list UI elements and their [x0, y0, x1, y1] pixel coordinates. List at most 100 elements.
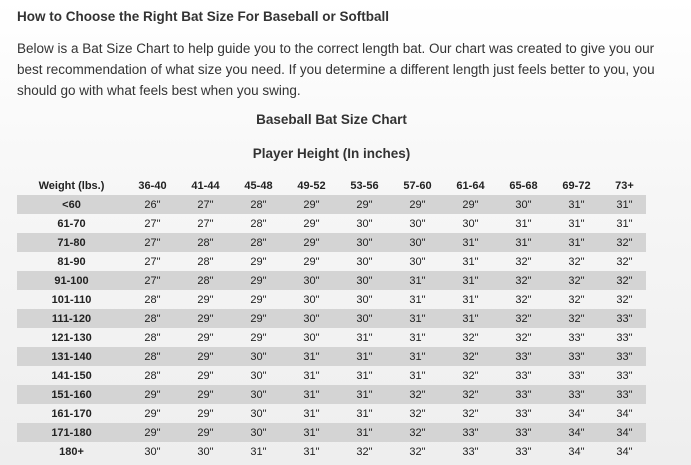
- weight-cell: 171-180: [17, 423, 126, 442]
- size-cell: 29": [197, 407, 214, 420]
- weight-cell: 161-170: [51, 407, 92, 420]
- size-cell: 30": [338, 233, 391, 252]
- size-cell: 31": [616, 217, 633, 230]
- size-cell: 32": [550, 271, 603, 290]
- size-cell: 33": [603, 347, 646, 366]
- size-cell: 29": [303, 255, 320, 268]
- size-cell: 29": [285, 233, 338, 252]
- size-cell: 32": [603, 271, 646, 290]
- size-cell: 28": [126, 347, 179, 366]
- size-cell: 32": [515, 255, 532, 268]
- size-cell: 31": [515, 217, 532, 230]
- size-cell: 29": [179, 347, 232, 366]
- size-cell: 33": [497, 423, 550, 442]
- size-cell: 31": [391, 271, 444, 290]
- size-cell: 30": [197, 445, 214, 458]
- size-cell: 29": [250, 293, 267, 306]
- size-cell: 29": [303, 217, 320, 230]
- table-body: <60 26" 27" 28" 29" 29" 29" 29" 30" 31" 31" 61-70 27…: [17, 195, 646, 461]
- size-cell: 32": [462, 331, 479, 344]
- size-cell: 29": [144, 407, 161, 420]
- size-cell: 27": [126, 233, 179, 252]
- size-cell: 32": [444, 347, 497, 366]
- size-cell: 29": [250, 255, 267, 268]
- size-cell: 31": [285, 347, 338, 366]
- size-cell: 30": [338, 271, 391, 290]
- size-cell: 28": [144, 369, 161, 382]
- size-cell: 28": [197, 255, 214, 268]
- size-cell: 32": [515, 331, 532, 344]
- size-cell: 32": [497, 271, 550, 290]
- size-cell: 27": [126, 271, 179, 290]
- size-cell: 28": [126, 309, 179, 328]
- size-cell: 30": [356, 293, 373, 306]
- size-cell: 33": [462, 445, 479, 458]
- size-cell: 27": [179, 195, 232, 214]
- weight-cell: 71-80: [17, 233, 126, 252]
- size-cell: 31": [550, 233, 603, 252]
- weight-cell: 91-100: [17, 271, 126, 290]
- header-cell: 69-72: [562, 179, 591, 192]
- size-cell: 31": [409, 293, 426, 306]
- size-cell: 31": [444, 233, 497, 252]
- size-cell: 30": [232, 347, 285, 366]
- table-row: 161-170 29" 29" 30" 31" 31" 32" 32" 33" 34" 34": [17, 404, 646, 423]
- size-cell: 33": [515, 407, 532, 420]
- size-cell: 32": [568, 255, 585, 268]
- size-cell: 30": [250, 369, 267, 382]
- size-cell: 33": [497, 385, 550, 404]
- size-cell: 33": [616, 331, 633, 344]
- size-cell: 29": [232, 309, 285, 328]
- size-cell: 31": [391, 309, 444, 328]
- size-cell: 32": [497, 309, 550, 328]
- size-cell: 31": [497, 233, 550, 252]
- table-title: Baseball Bat Size Chart: [256, 112, 407, 127]
- size-cell: 30": [285, 271, 338, 290]
- weight-cell: 101-110: [51, 293, 92, 306]
- size-cell: 31": [338, 385, 391, 404]
- header-cell: 36-40: [138, 179, 167, 192]
- table-row: <60 26" 27" 28" 29" 29" 29" 29" 30" 31" 31": [17, 195, 646, 214]
- header-cell: Weight (lbs.): [38, 179, 105, 192]
- size-cell: 31": [303, 445, 320, 458]
- size-cell: 29": [391, 195, 444, 214]
- size-cell: 32": [616, 255, 633, 268]
- size-cell: 31": [303, 407, 320, 420]
- size-cell: 32": [616, 293, 633, 306]
- size-cell: 33": [515, 445, 532, 458]
- size-cell: 29": [126, 385, 179, 404]
- size-cell: 31": [356, 331, 373, 344]
- size-cell: 32": [603, 233, 646, 252]
- size-cell: 29": [338, 195, 391, 214]
- size-cell: 33": [550, 385, 603, 404]
- size-cell: 31": [462, 293, 479, 306]
- size-cell: 29": [179, 423, 232, 442]
- size-cell: 31": [338, 423, 391, 442]
- size-cell: 30": [356, 255, 373, 268]
- weight-cell: 111-120: [17, 309, 126, 328]
- size-cell: 31": [550, 195, 603, 214]
- header-cell: 49-52: [297, 179, 326, 192]
- weight-cell: 81-90: [57, 255, 86, 268]
- size-cell: 31": [603, 195, 646, 214]
- size-cell: 29": [197, 331, 214, 344]
- size-cell: 31": [303, 369, 320, 382]
- size-cell: 31": [356, 407, 373, 420]
- weight-cell: 151-160: [17, 385, 126, 404]
- size-cell: 31": [356, 369, 373, 382]
- weight-cell: 61-70: [57, 217, 86, 230]
- size-cell: 29": [232, 271, 285, 290]
- size-cell: 26": [126, 195, 179, 214]
- table-row: 61-70 27" 27" 28" 29" 30" 30" 30" 31" 31" 31": [17, 214, 646, 233]
- size-cell: 30": [232, 423, 285, 442]
- size-cell: 31": [338, 347, 391, 366]
- weight-cell: 180+: [59, 445, 84, 458]
- size-cell: 28": [232, 195, 285, 214]
- weight-cell: 141-150: [51, 369, 92, 382]
- size-cell: 32": [356, 445, 373, 458]
- size-cell: 31": [462, 255, 479, 268]
- size-cell: 32": [391, 423, 444, 442]
- header-cell: 41-44: [191, 179, 220, 192]
- size-cell: 31": [444, 309, 497, 328]
- size-cell: 28": [179, 271, 232, 290]
